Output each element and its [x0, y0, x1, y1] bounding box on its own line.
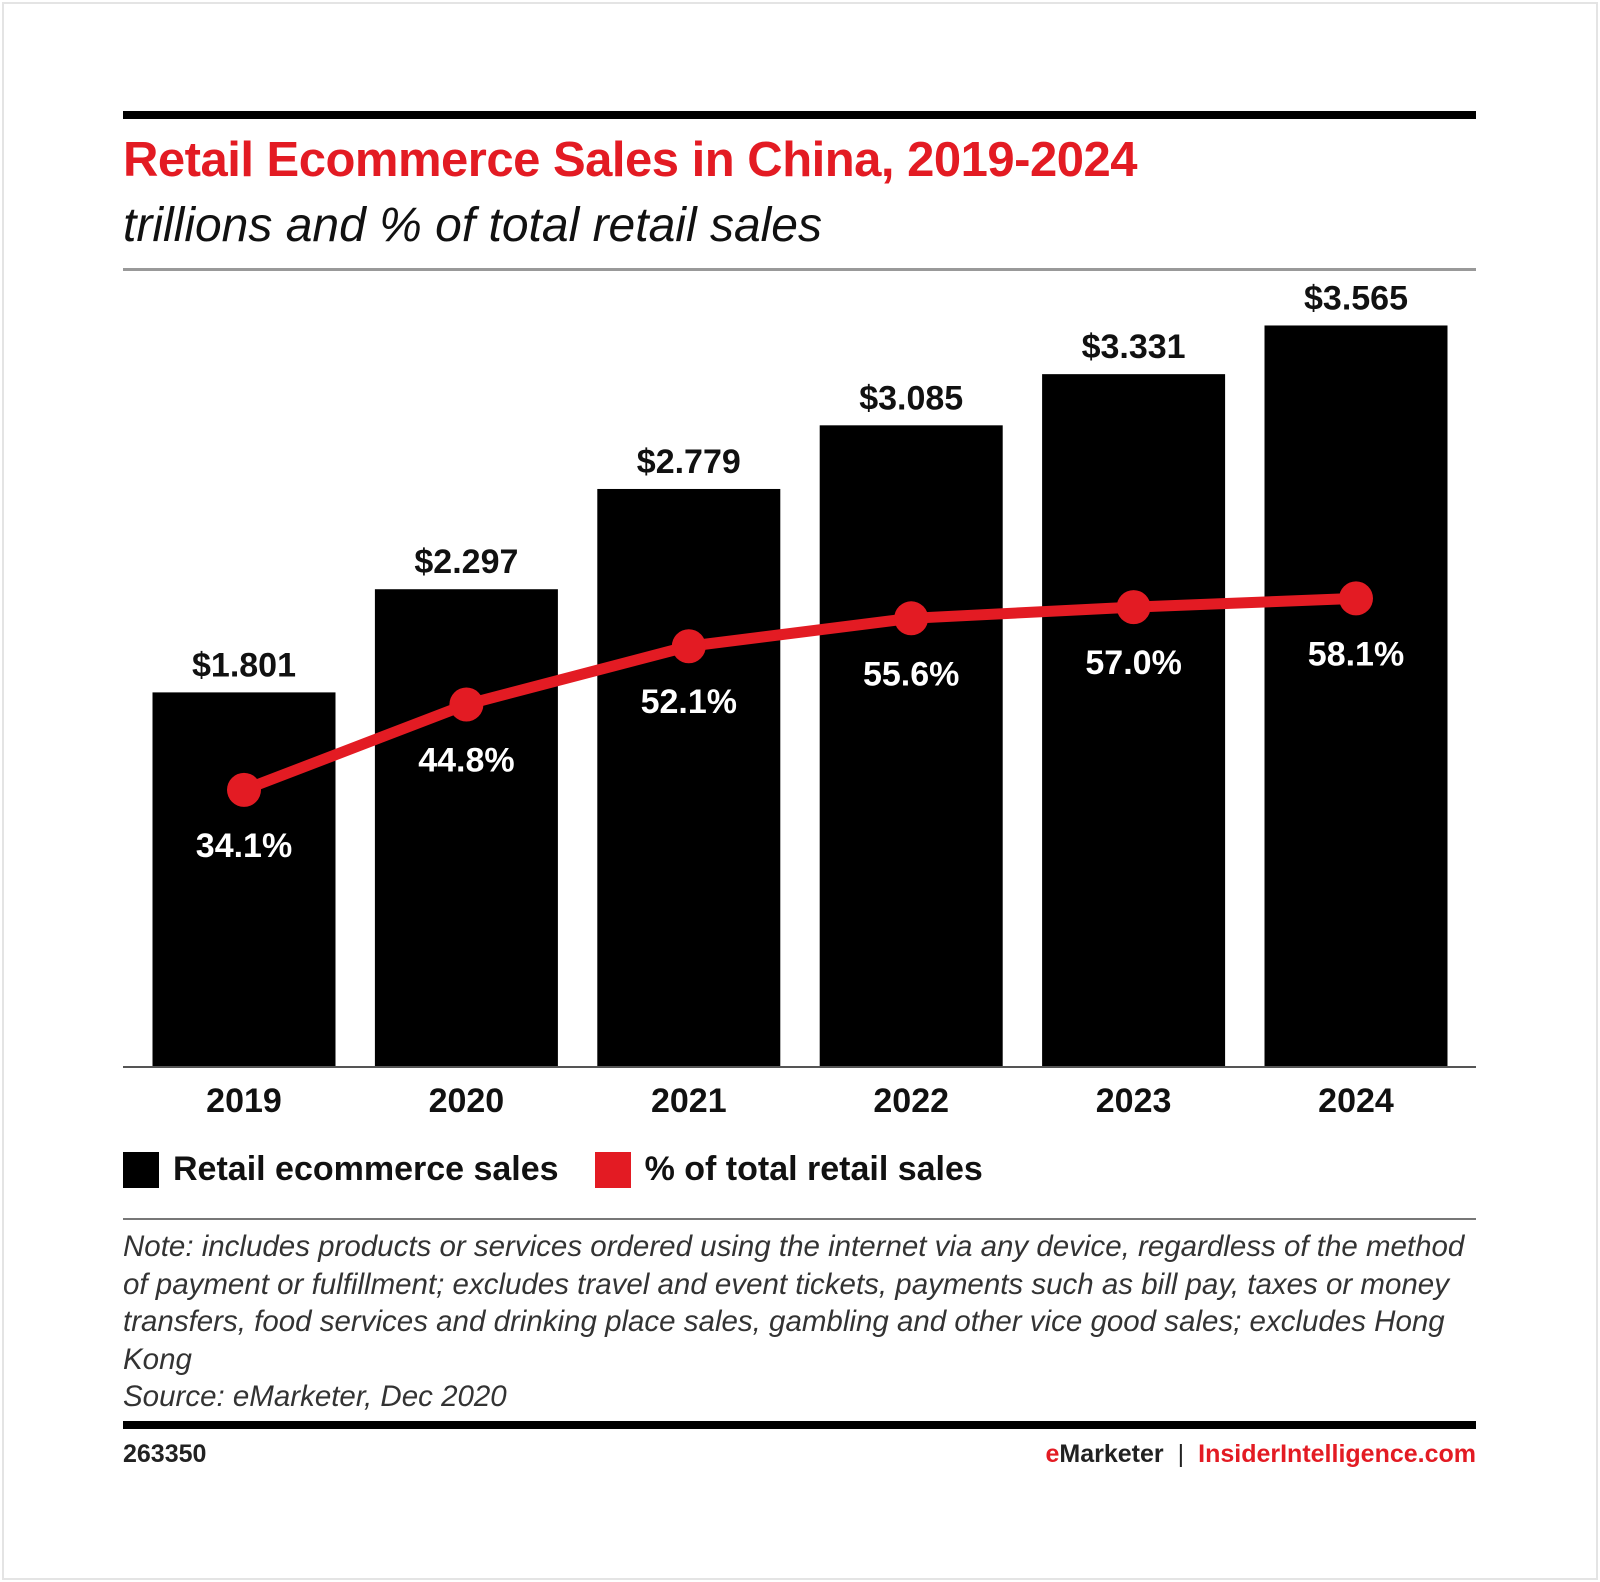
percent-point-2024 [1339, 581, 1373, 616]
brand-e: e [1045, 1440, 1060, 1468]
percent-point-2023 [1116, 590, 1151, 625]
bar-2020 [374, 589, 558, 1067]
percent-point-2019 [227, 772, 261, 807]
bar-2023 [1042, 374, 1226, 1068]
bar-value-label: $2.297 [414, 543, 518, 581]
x-tick-label: 2021 [651, 1082, 727, 1120]
percent-point-2020 [449, 687, 484, 722]
percent-label: 44.8% [418, 741, 514, 779]
x-tick-label: 2019 [206, 1082, 282, 1120]
legend-swatch-red [594, 1151, 631, 1188]
percent-point-2021 [671, 629, 706, 664]
x-tick-label: 2024 [1318, 1082, 1394, 1120]
percent-label: 58.1% [1308, 635, 1404, 673]
legend-label: Retail ecommerce sales [173, 1150, 559, 1188]
percent-label: 57.0% [1085, 644, 1181, 682]
bar-value-label: $1.801 [192, 646, 296, 684]
legend-item-sales: Retail ecommerce sales [123, 1150, 559, 1189]
x-tick-label: 2020 [429, 1082, 505, 1120]
bar-value-label: $2.779 [637, 443, 741, 481]
bar-2022 [819, 425, 1003, 1067]
percent-point-2022 [894, 601, 929, 636]
legend-label: % of total retail sales [644, 1150, 983, 1188]
bar-2019 [152, 692, 336, 1067]
legend-item-percent: % of total retail sales [594, 1150, 983, 1189]
brand-separator: | [1177, 1440, 1185, 1468]
legend: Retail ecommerce sales % of total retail… [123, 1150, 1019, 1189]
bar-value-label: $3.565 [1304, 279, 1408, 317]
footer-brand: eMarketer | InsiderIntelligence.com [1046, 1440, 1477, 1469]
top-rule [123, 111, 1476, 119]
chart-subtitle: trillions and % of total retail sales [123, 199, 822, 252]
brand-name: Marketer [1059, 1440, 1164, 1468]
bar-value-label: $3.085 [859, 379, 963, 417]
bar-2021 [597, 488, 781, 1067]
title-divider [123, 268, 1476, 271]
source-text: Source: eMarketer, Dec 2020 [123, 1380, 507, 1413]
footnote: Note: includes products or services orde… [123, 1228, 1493, 1416]
percent-label: 34.1% [196, 827, 292, 865]
bar-value-label: $3.331 [1082, 328, 1186, 366]
legend-swatch-black [123, 1151, 159, 1188]
chart-id: 263350 [123, 1440, 207, 1468]
bar-2024 [1264, 325, 1448, 1068]
percent-line [242, 592, 1357, 796]
x-tick-label: 2023 [1096, 1082, 1172, 1120]
brand-site: InsiderIntelligence.com [1198, 1440, 1476, 1468]
note-text: Note: includes products or services orde… [123, 1230, 1465, 1376]
percent-label: 55.6% [863, 655, 959, 693]
percent-label: 52.1% [641, 683, 737, 721]
x-tick-label: 2022 [873, 1082, 949, 1120]
bottom-rule [123, 1421, 1476, 1429]
chart-title: Retail Ecommerce Sales in China, 2019-20… [123, 133, 1137, 187]
note-divider [123, 1218, 1476, 1220]
